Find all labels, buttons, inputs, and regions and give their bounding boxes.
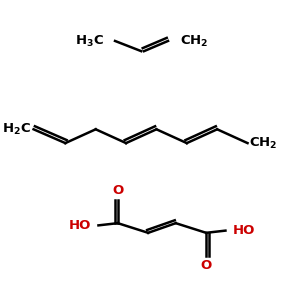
Text: $\mathregular{CH_2}$: $\mathregular{CH_2}$ [249,136,278,151]
Text: HO: HO [69,219,91,232]
Text: O: O [112,184,123,197]
Text: $\mathregular{H_2C}$: $\mathregular{H_2C}$ [2,122,31,137]
Text: $\mathregular{CH_2}$: $\mathregular{CH_2}$ [180,33,208,49]
Text: $\mathregular{H_3C}$: $\mathregular{H_3C}$ [75,33,104,49]
Text: HO: HO [233,224,255,237]
Text: O: O [200,259,212,272]
